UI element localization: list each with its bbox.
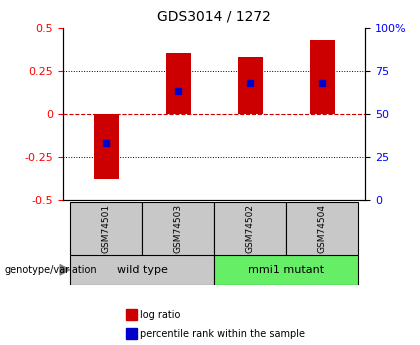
Text: wild type: wild type: [117, 265, 168, 275]
Bar: [286, 202, 358, 255]
Bar: [214, 255, 358, 285]
Bar: [310, 40, 335, 114]
Bar: [214, 202, 286, 255]
Bar: [94, 114, 119, 179]
Bar: [142, 202, 214, 255]
Text: mmi1 mutant: mmi1 mutant: [248, 265, 324, 275]
Bar: [238, 57, 263, 114]
Text: percentile rank within the sample: percentile rank within the sample: [140, 329, 305, 338]
Text: GSM74501: GSM74501: [102, 204, 111, 253]
Bar: [70, 255, 214, 285]
Text: genotype/variation: genotype/variation: [4, 265, 97, 275]
Bar: [165, 53, 191, 114]
Title: GDS3014 / 1272: GDS3014 / 1272: [157, 10, 271, 24]
Text: log ratio: log ratio: [140, 310, 180, 319]
Text: GSM74502: GSM74502: [246, 204, 255, 253]
Text: GSM74504: GSM74504: [318, 204, 327, 253]
Polygon shape: [60, 265, 69, 275]
Text: GSM74503: GSM74503: [174, 204, 183, 253]
Bar: [70, 202, 142, 255]
